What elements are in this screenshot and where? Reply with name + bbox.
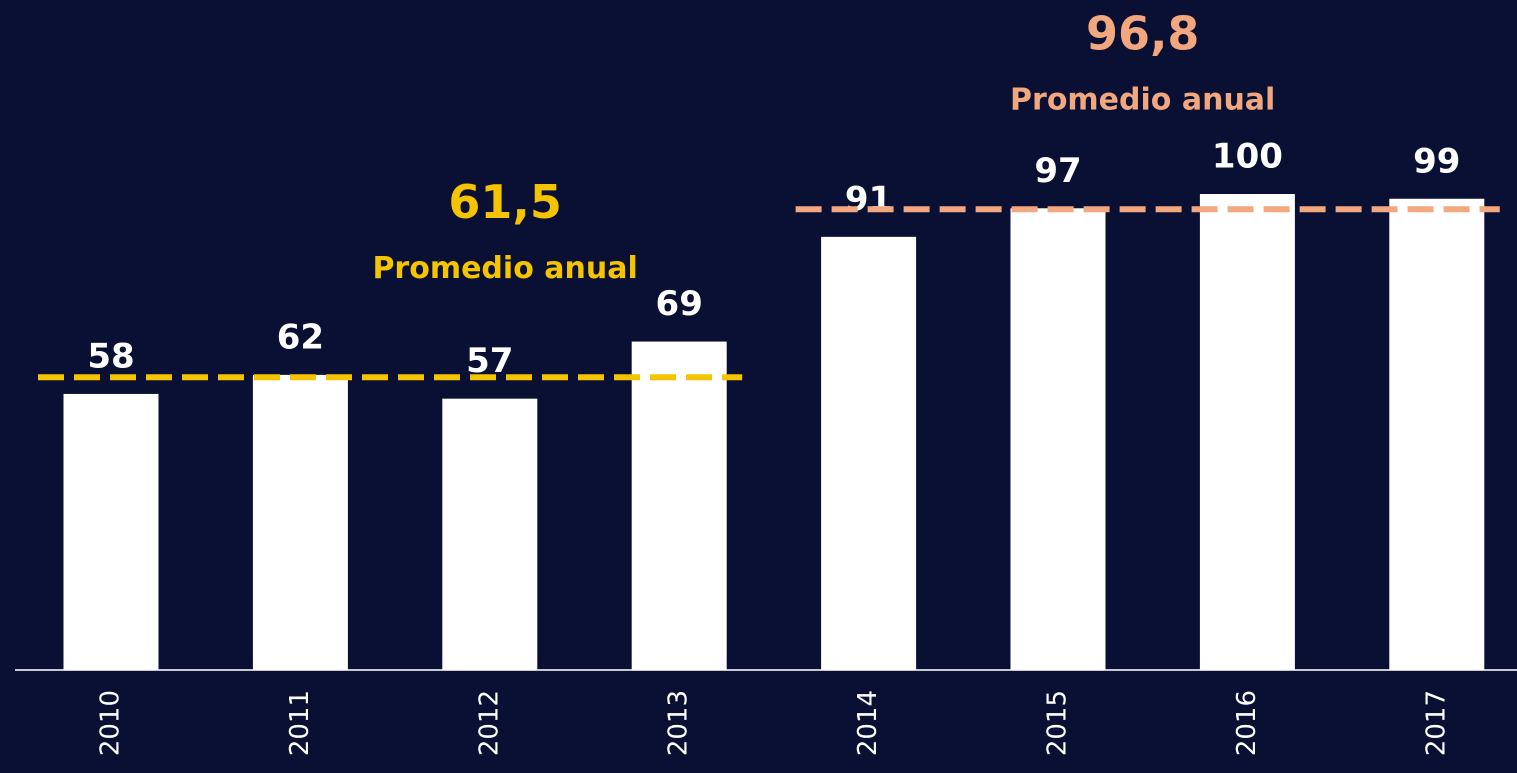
x-tick-label: 2016 [1232, 690, 1262, 756]
x-tick-label: 2017 [1421, 690, 1451, 756]
bar [252, 374, 348, 670]
value-label: 58 [87, 336, 134, 376]
x-tick-label: 2015 [1043, 690, 1073, 756]
average-caption: Promedio anual [372, 251, 637, 286]
x-tick-label: 2010 [96, 690, 126, 756]
average-value: 61,5 [448, 175, 562, 229]
average-caption: Promedio anual [1010, 83, 1275, 118]
value-label: 97 [1034, 151, 1081, 191]
bar [1010, 208, 1106, 670]
average-value: 96,8 [1086, 7, 1200, 61]
bar [63, 393, 159, 670]
x-tick-label: 2013 [664, 690, 694, 756]
bar [631, 341, 727, 670]
bar [442, 398, 538, 670]
value-label: 99 [1413, 141, 1460, 181]
value-label: 62 [277, 317, 324, 357]
bar [821, 236, 917, 670]
bar [1199, 194, 1295, 670]
value-label: 100 [1212, 137, 1283, 177]
value-label: 91 [845, 179, 892, 219]
x-tick-label: 2011 [285, 690, 315, 756]
value-label: 69 [656, 284, 703, 324]
x-tick-label: 2012 [474, 690, 504, 756]
x-tick-label: 2014 [853, 690, 883, 756]
bar [1389, 198, 1485, 670]
